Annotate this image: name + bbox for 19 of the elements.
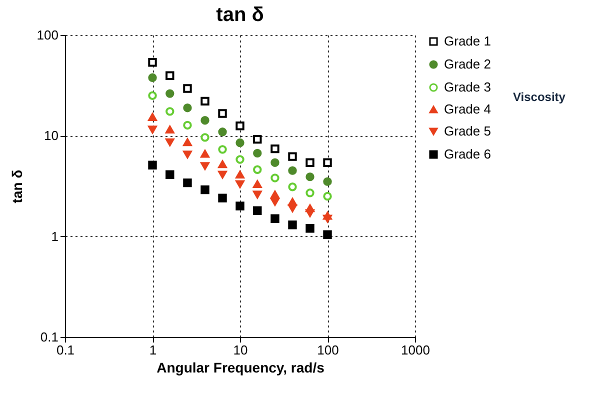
chart-title: tan δ — [216, 4, 264, 26]
legend-label: Grade 1 — [444, 34, 491, 48]
text: Viscosity — [513, 90, 566, 104]
y-tick-label: 0.1 — [40, 330, 58, 344]
legend-label: Grade 4 — [444, 102, 491, 116]
legend-label: Grade 2 — [444, 56, 491, 72]
legend-label: Grade 6 — [444, 146, 491, 162]
y-axis-title: tan δ — [8, 170, 25, 204]
y-tick-label: 1 — [51, 228, 58, 244]
x-tick-label: 10 — [233, 342, 248, 358]
x-tick-label: 1 — [149, 342, 157, 358]
x-tick-label: 100 — [317, 342, 339, 358]
y-tick-label: 100 — [36, 28, 58, 42]
x-tick-label: 0.1 — [56, 342, 75, 358]
legend-label: Grade 3 — [444, 80, 491, 94]
x-tick-label: 1000 — [401, 342, 430, 358]
x-axis-title: Angular Frequency, rad/s — [156, 360, 325, 376]
legend-label: Grade 5 — [444, 124, 491, 138]
y-tick-label: 10 — [44, 128, 58, 144]
